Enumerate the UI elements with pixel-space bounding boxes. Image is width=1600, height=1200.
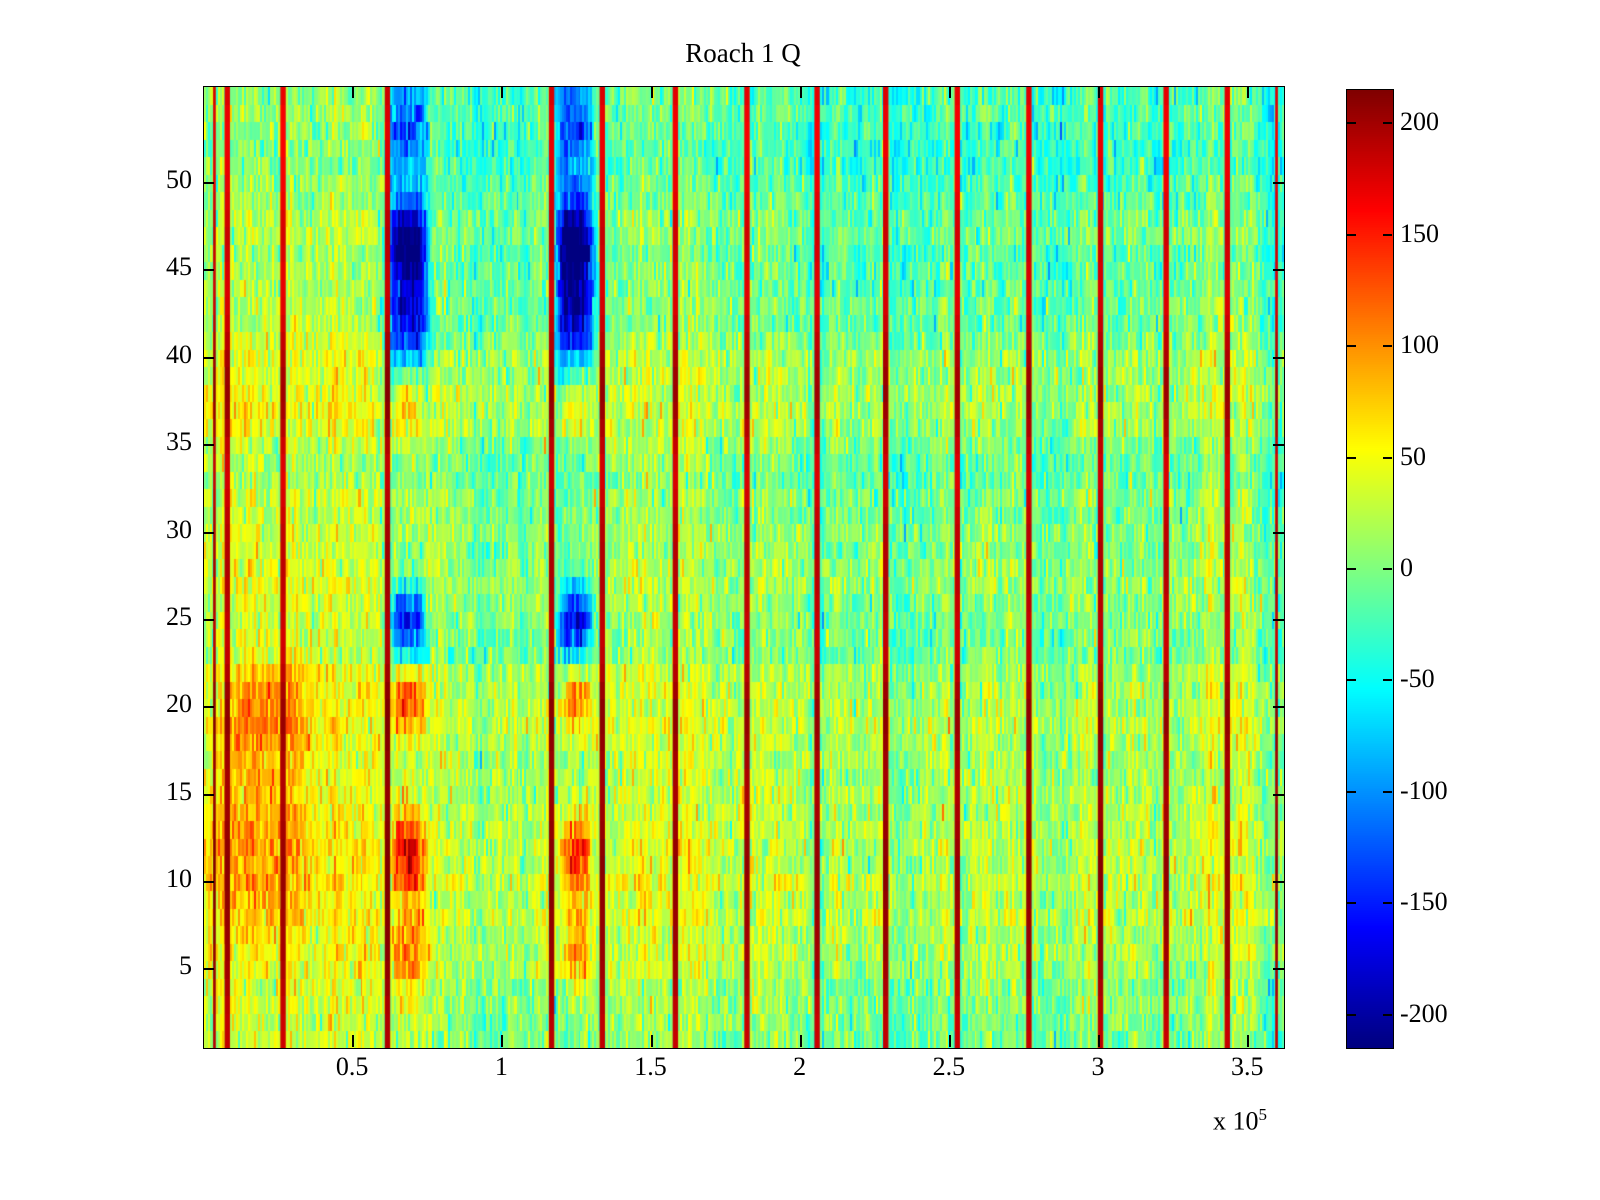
colorbar-tick-right	[1383, 902, 1392, 905]
y-axis-tick-right	[1273, 618, 1284, 621]
y-axis-tick-label: 30	[166, 514, 192, 544]
colorbar-tick-left	[1347, 902, 1356, 905]
y-axis-tick-right	[1273, 444, 1284, 447]
y-axis-tick-label: 20	[166, 689, 192, 719]
y-axis-tick-label: 25	[166, 601, 192, 631]
colorbar-tick-label: -150	[1400, 887, 1448, 917]
y-axis-tick-label: 5	[179, 951, 192, 981]
colorbar-tick-label: 200	[1400, 107, 1439, 137]
colorbar-tick-left	[1347, 122, 1356, 125]
colorbar-tick-left	[1347, 345, 1356, 348]
colorbar-tick-right	[1383, 233, 1392, 236]
y-axis-tick-label: 35	[166, 427, 192, 457]
y-axis-tick-label: 15	[166, 776, 192, 806]
colorbar-tick-left	[1347, 233, 1356, 236]
colorbar-tick-label: -50	[1400, 664, 1435, 694]
colorbar-tick-label: -100	[1400, 775, 1448, 805]
page-title: Roach 1 Q	[685, 38, 801, 68]
y-axis-tick-label: 10	[166, 864, 192, 893]
x-axis-tick-top	[352, 86, 355, 98]
x-axis-tick-top	[650, 86, 653, 98]
heatmap-axes[interactable]	[203, 86, 1285, 1049]
colorbar-tick-right	[1383, 568, 1392, 570]
x-axis-tick	[1098, 1035, 1101, 1047]
y-axis-tick-label: 40	[166, 339, 192, 369]
y-axis-tick	[203, 269, 214, 272]
y-axis-tick	[203, 356, 214, 359]
x-axis-tick	[352, 1035, 355, 1047]
colorbar-tick-right	[1383, 122, 1392, 125]
y-axis-tick	[203, 881, 214, 883]
y-axis-tick-right	[1273, 968, 1284, 971]
x-axis-tick-label: 1.5	[634, 1052, 667, 1081]
y-axis-tick	[203, 706, 214, 709]
y-axis-tick-right	[1273, 531, 1284, 534]
x-axis-tick	[501, 1035, 504, 1047]
x-axis-tick-label: 2.5	[932, 1052, 966, 1081]
colorbar-tick-right	[1383, 1013, 1392, 1016]
colorbar-tick-right	[1383, 456, 1392, 459]
y-axis-tick-right	[1273, 881, 1284, 883]
y-axis-tick-right	[1273, 269, 1284, 272]
x-axis-exponent-power: 5	[1258, 1105, 1268, 1124]
y-axis-tick-label: 45	[166, 252, 192, 282]
y-axis-tick-right	[1273, 793, 1284, 796]
x-axis-tick-label: 0.5	[335, 1052, 369, 1081]
x-axis-tick-label: 3	[1091, 1052, 1105, 1081]
x-axis-tick	[948, 1035, 951, 1047]
x-axis-exponent-mantissa: x 10	[1213, 1106, 1259, 1136]
x-axis-tick-label: 1	[494, 1052, 508, 1081]
y-axis-tick-right	[1273, 356, 1284, 359]
x-axis-tick	[1247, 1035, 1250, 1047]
y-axis-tick	[203, 182, 214, 185]
heatmap-image	[204, 87, 1284, 1048]
colorbar-tick-label: 150	[1400, 218, 1439, 248]
x-axis-exponent-label: x 105	[1213, 1105, 1267, 1137]
y-axis-tick	[203, 531, 214, 534]
colorbar-tick-left	[1347, 456, 1356, 459]
y-axis-tick-label: 50	[166, 165, 192, 195]
x-axis-tick-top	[1247, 86, 1250, 98]
y-axis-tick	[203, 793, 214, 796]
y-axis-tick-right	[1273, 706, 1284, 709]
x-axis-tick	[799, 1035, 802, 1047]
x-axis-tick-label: 2	[793, 1052, 807, 1081]
y-axis-tick	[203, 968, 214, 971]
colorbar-tick-left	[1347, 790, 1356, 793]
y-axis-tick-right	[1273, 182, 1284, 185]
colorbar-tick-label: 100	[1400, 330, 1439, 360]
colorbar-tick-left	[1347, 568, 1356, 570]
x-axis-tick-top	[501, 86, 504, 98]
colorbar-tick-right	[1383, 345, 1392, 348]
colorbar-tick-label: 50	[1400, 441, 1426, 471]
colorbar-tick-label: -200	[1400, 998, 1448, 1028]
y-axis-tick	[203, 618, 214, 621]
x-axis-tick	[650, 1035, 653, 1047]
x-axis-tick-top	[1098, 86, 1101, 98]
colorbar-tick-label: 0	[1400, 553, 1413, 582]
colorbar-tick-right	[1383, 790, 1392, 793]
colorbar-tick-right	[1383, 679, 1392, 682]
colorbar-tick-left	[1347, 1013, 1356, 1016]
y-axis-tick	[203, 444, 214, 447]
colorbar-tick-left	[1347, 679, 1356, 682]
x-axis-tick-top	[799, 86, 802, 98]
x-axis-tick-label: 3.5	[1230, 1052, 1264, 1081]
x-axis-tick-top	[948, 86, 951, 98]
